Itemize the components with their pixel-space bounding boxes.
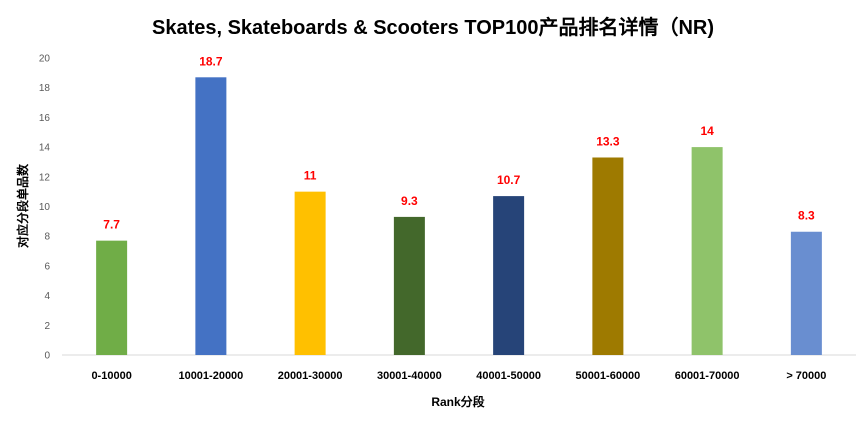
y-tick-label: 10 [39, 202, 51, 213]
y-tick-label: 14 [39, 143, 51, 154]
data-labels: 7.7 18.7 11 9.3 10.7 13.3 14 8.3 [103, 54, 815, 231]
x-tick-label: 0-10000 [91, 370, 131, 382]
y-tick-label: 8 [44, 232, 50, 243]
bars [96, 77, 822, 356]
bar [790, 231, 822, 355]
bar-value-label: 13.3 [596, 134, 620, 148]
x-tick-label: > 70000 [786, 370, 826, 382]
y-tick-label: 0 [44, 351, 50, 362]
y-tick-label: 4 [44, 291, 50, 302]
x-tick-label: 20001-30000 [278, 370, 343, 382]
y-tick-label: 18 [39, 83, 51, 94]
y-tick-label: 2 [44, 321, 50, 332]
bar-value-label: 9.3 [401, 194, 418, 208]
bar [393, 216, 425, 355]
bar-value-label: 7.7 [103, 218, 120, 232]
bar-value-label: 8.3 [798, 209, 815, 223]
y-tick-label: 6 [44, 261, 50, 272]
bar [96, 240, 128, 355]
x-tick-label: 60001-70000 [675, 370, 740, 382]
bar-value-label: 14 [700, 124, 714, 138]
bar [691, 147, 723, 355]
bar-value-label: 18.7 [199, 54, 223, 68]
x-tick-label: 40001-50000 [476, 370, 541, 382]
y-axis-title: 对应分段单品数 [15, 163, 30, 248]
bar [493, 196, 525, 355]
y-axis-ticks: 0 2 4 6 8 10 12 14 16 18 20 [39, 54, 51, 362]
x-tick-label: 30001-40000 [377, 370, 442, 382]
bar [195, 77, 227, 356]
bar [294, 191, 326, 355]
chart-title: Skates, Skateboards & Scooters TOP100产品排… [152, 15, 714, 39]
x-axis-title: Rank分段 [431, 394, 485, 409]
bar-value-label: 11 [304, 169, 317, 183]
y-tick-label: 20 [39, 54, 51, 65]
x-axis-ticks: 0-10000 10001-20000 20001-30000 30001-40000… [91, 370, 826, 382]
bar [592, 157, 624, 355]
y-tick-label: 12 [39, 172, 51, 183]
y-tick-label: 16 [39, 113, 51, 124]
bar-value-label: 10.7 [497, 173, 521, 187]
x-tick-label: 50001-60000 [575, 370, 640, 382]
x-tick-label: 10001-20000 [178, 370, 243, 382]
